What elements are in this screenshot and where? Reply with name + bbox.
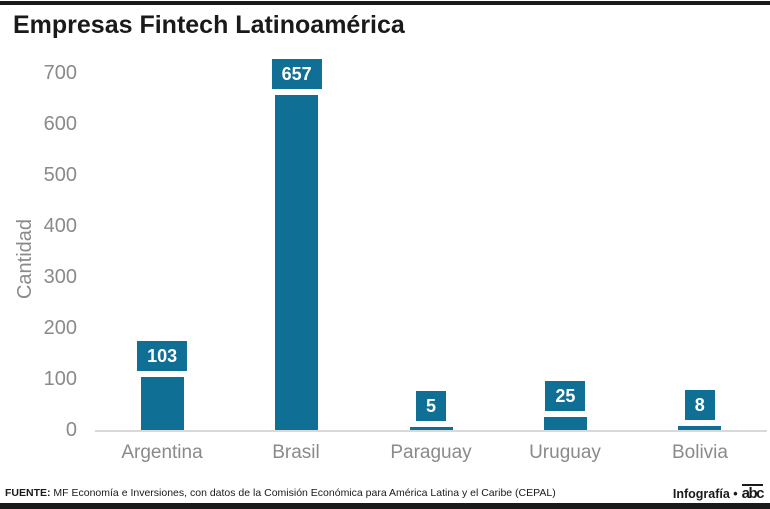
source-label: FUENTE: — [5, 487, 51, 499]
y-axis-tick-label: 100 — [43, 368, 77, 390]
x-axis-category-label-paraguay: Paraguay — [390, 442, 472, 463]
source-text: MF Economía e Inversiones, con datos de … — [50, 487, 556, 499]
bar-value-label-uruguay: 25 — [545, 381, 586, 411]
y-axis-tick-label: 600 — [43, 113, 77, 135]
bar-paraguay — [410, 427, 453, 430]
chart-title: Empresas Fintech Latinoamérica — [13, 11, 405, 39]
x-axis-category-label-argentina: Argentina — [121, 442, 203, 463]
y-axis-tick-label: 400 — [43, 215, 77, 237]
bar-argentina — [141, 377, 184, 430]
top-rule — [0, 1, 770, 5]
bottom-rule — [0, 503, 770, 509]
bar-brasil — [275, 95, 318, 430]
y-axis-tick-label: 300 — [43, 266, 77, 288]
source-note: FUENTE: MF Economía e Inversiones, con d… — [5, 487, 556, 499]
bar-chart: Cantidad 0 100 200 300 400 500 600 700 103 Argen… — [14, 59, 767, 463]
bar-value-label-bolivia: 8 — [684, 390, 715, 420]
x-axis-category-label-brasil: Brasil — [272, 442, 320, 463]
bar-value-label-argentina: 103 — [137, 341, 188, 371]
x-axis-category-label-bolivia: Bolivia — [672, 442, 728, 463]
bar-bolivia — [678, 426, 721, 430]
credit-text: Infografía • — [672, 487, 738, 501]
credit: Infografía • abc — [672, 484, 765, 502]
y-axis-tick-label: 200 — [43, 317, 77, 339]
x-axis-line — [95, 430, 767, 432]
y-axis-tick-label: 500 — [43, 164, 77, 186]
bar-uruguay — [544, 417, 587, 430]
y-axis-tick-label: 700 — [43, 62, 77, 84]
x-axis-category-label-uruguay: Uruguay — [529, 442, 601, 463]
bar-value-label-brasil: 657 — [271, 59, 322, 89]
y-axis-tick-label: 0 — [65, 419, 77, 441]
abc-logo: abc — [741, 484, 765, 502]
bar-value-label-paraguay: 5 — [415, 391, 447, 421]
